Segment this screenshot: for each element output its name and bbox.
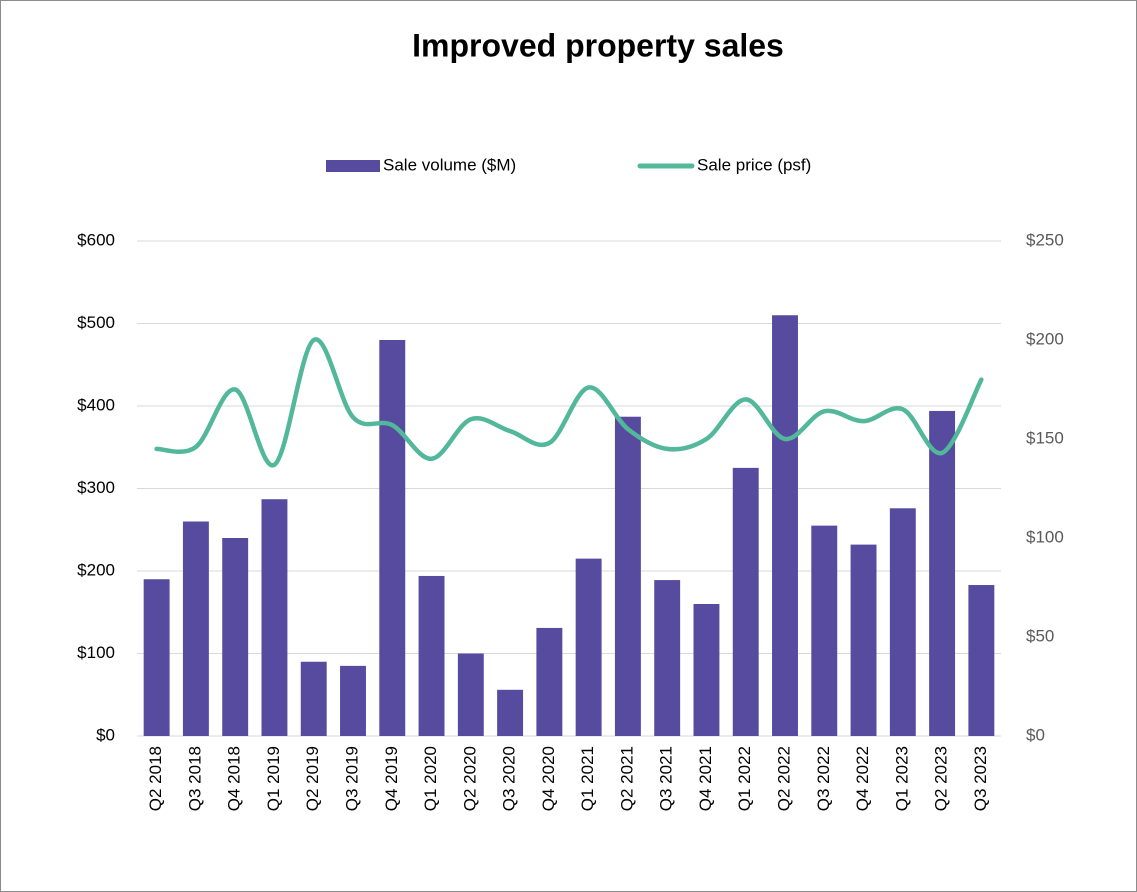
x-tick-label: Q2 2022 bbox=[774, 746, 793, 811]
bar bbox=[379, 340, 406, 736]
bar bbox=[536, 627, 563, 736]
bar bbox=[889, 508, 916, 736]
bar bbox=[418, 575, 445, 736]
legend-swatch bbox=[326, 160, 380, 172]
y2-tick-label: $200 bbox=[1026, 329, 1064, 348]
x-tick-label: Q3 2019 bbox=[342, 746, 361, 811]
bar bbox=[772, 315, 798, 736]
bar bbox=[929, 410, 956, 736]
x-tick-label: Q1 2021 bbox=[578, 746, 597, 811]
y2-tick-label: $0 bbox=[1026, 725, 1045, 744]
bar bbox=[693, 604, 720, 736]
bar bbox=[732, 467, 759, 736]
bar bbox=[497, 689, 524, 736]
x-tick-label: Q2 2021 bbox=[617, 746, 636, 811]
y2-tick-label: $50 bbox=[1026, 626, 1054, 645]
chart-title: Improved property sales bbox=[412, 27, 784, 63]
y-tick-label: $300 bbox=[77, 478, 115, 497]
line bbox=[154, 337, 984, 468]
x-tick-label: Q4 2018 bbox=[225, 746, 244, 811]
y-tick-label: $600 bbox=[77, 230, 115, 249]
y2-tick-label: $150 bbox=[1026, 428, 1064, 447]
bar bbox=[811, 525, 838, 736]
bar bbox=[968, 585, 995, 736]
y-tick-label: $100 bbox=[77, 643, 115, 662]
bar bbox=[654, 580, 681, 736]
bar bbox=[182, 521, 209, 736]
legend-label: Sale volume ($M) bbox=[383, 155, 516, 174]
x-tick-label: Q1 2022 bbox=[735, 746, 754, 811]
bar bbox=[222, 538, 249, 736]
x-tick-label: Q3 2020 bbox=[500, 746, 519, 811]
x-tick-label: Q4 2021 bbox=[696, 746, 715, 811]
bar bbox=[340, 665, 366, 736]
x-tick-label: Q2 2018 bbox=[146, 746, 165, 811]
y-tick-label: $200 bbox=[77, 560, 115, 579]
bar bbox=[261, 499, 288, 736]
bar bbox=[457, 653, 484, 736]
x-tick-label: Q2 2023 bbox=[932, 746, 951, 811]
x-tick-label: Q3 2018 bbox=[185, 746, 204, 811]
x-tick-label: Q3 2021 bbox=[657, 746, 676, 811]
x-tick-label: Q1 2023 bbox=[892, 746, 911, 811]
y-tick-label: $500 bbox=[77, 313, 115, 332]
x-tick-label: Q4 2022 bbox=[853, 746, 872, 811]
x-tick-label: Q4 2019 bbox=[382, 746, 401, 811]
bar bbox=[300, 661, 327, 736]
y-tick-label: $0 bbox=[96, 725, 115, 744]
legend-label: Sale price (psf) bbox=[697, 155, 811, 174]
x-tick-label: Q3 2022 bbox=[814, 746, 833, 811]
x-tick-label: Q4 2020 bbox=[539, 746, 558, 811]
x-tick-label: Q1 2019 bbox=[264, 746, 283, 811]
bar bbox=[614, 416, 641, 736]
bar bbox=[575, 558, 602, 736]
y-tick-label: $400 bbox=[77, 395, 115, 414]
x-tick-label: Q2 2020 bbox=[460, 746, 479, 811]
x-tick-label: Q1 2020 bbox=[421, 746, 440, 811]
x-tick-label: Q2 2019 bbox=[303, 746, 322, 811]
y2-tick-label: $100 bbox=[1026, 527, 1064, 546]
y2-tick-label: $250 bbox=[1026, 230, 1064, 249]
bar bbox=[850, 544, 877, 736]
x-tick-label: Q3 2023 bbox=[971, 746, 990, 811]
bar bbox=[143, 579, 170, 736]
